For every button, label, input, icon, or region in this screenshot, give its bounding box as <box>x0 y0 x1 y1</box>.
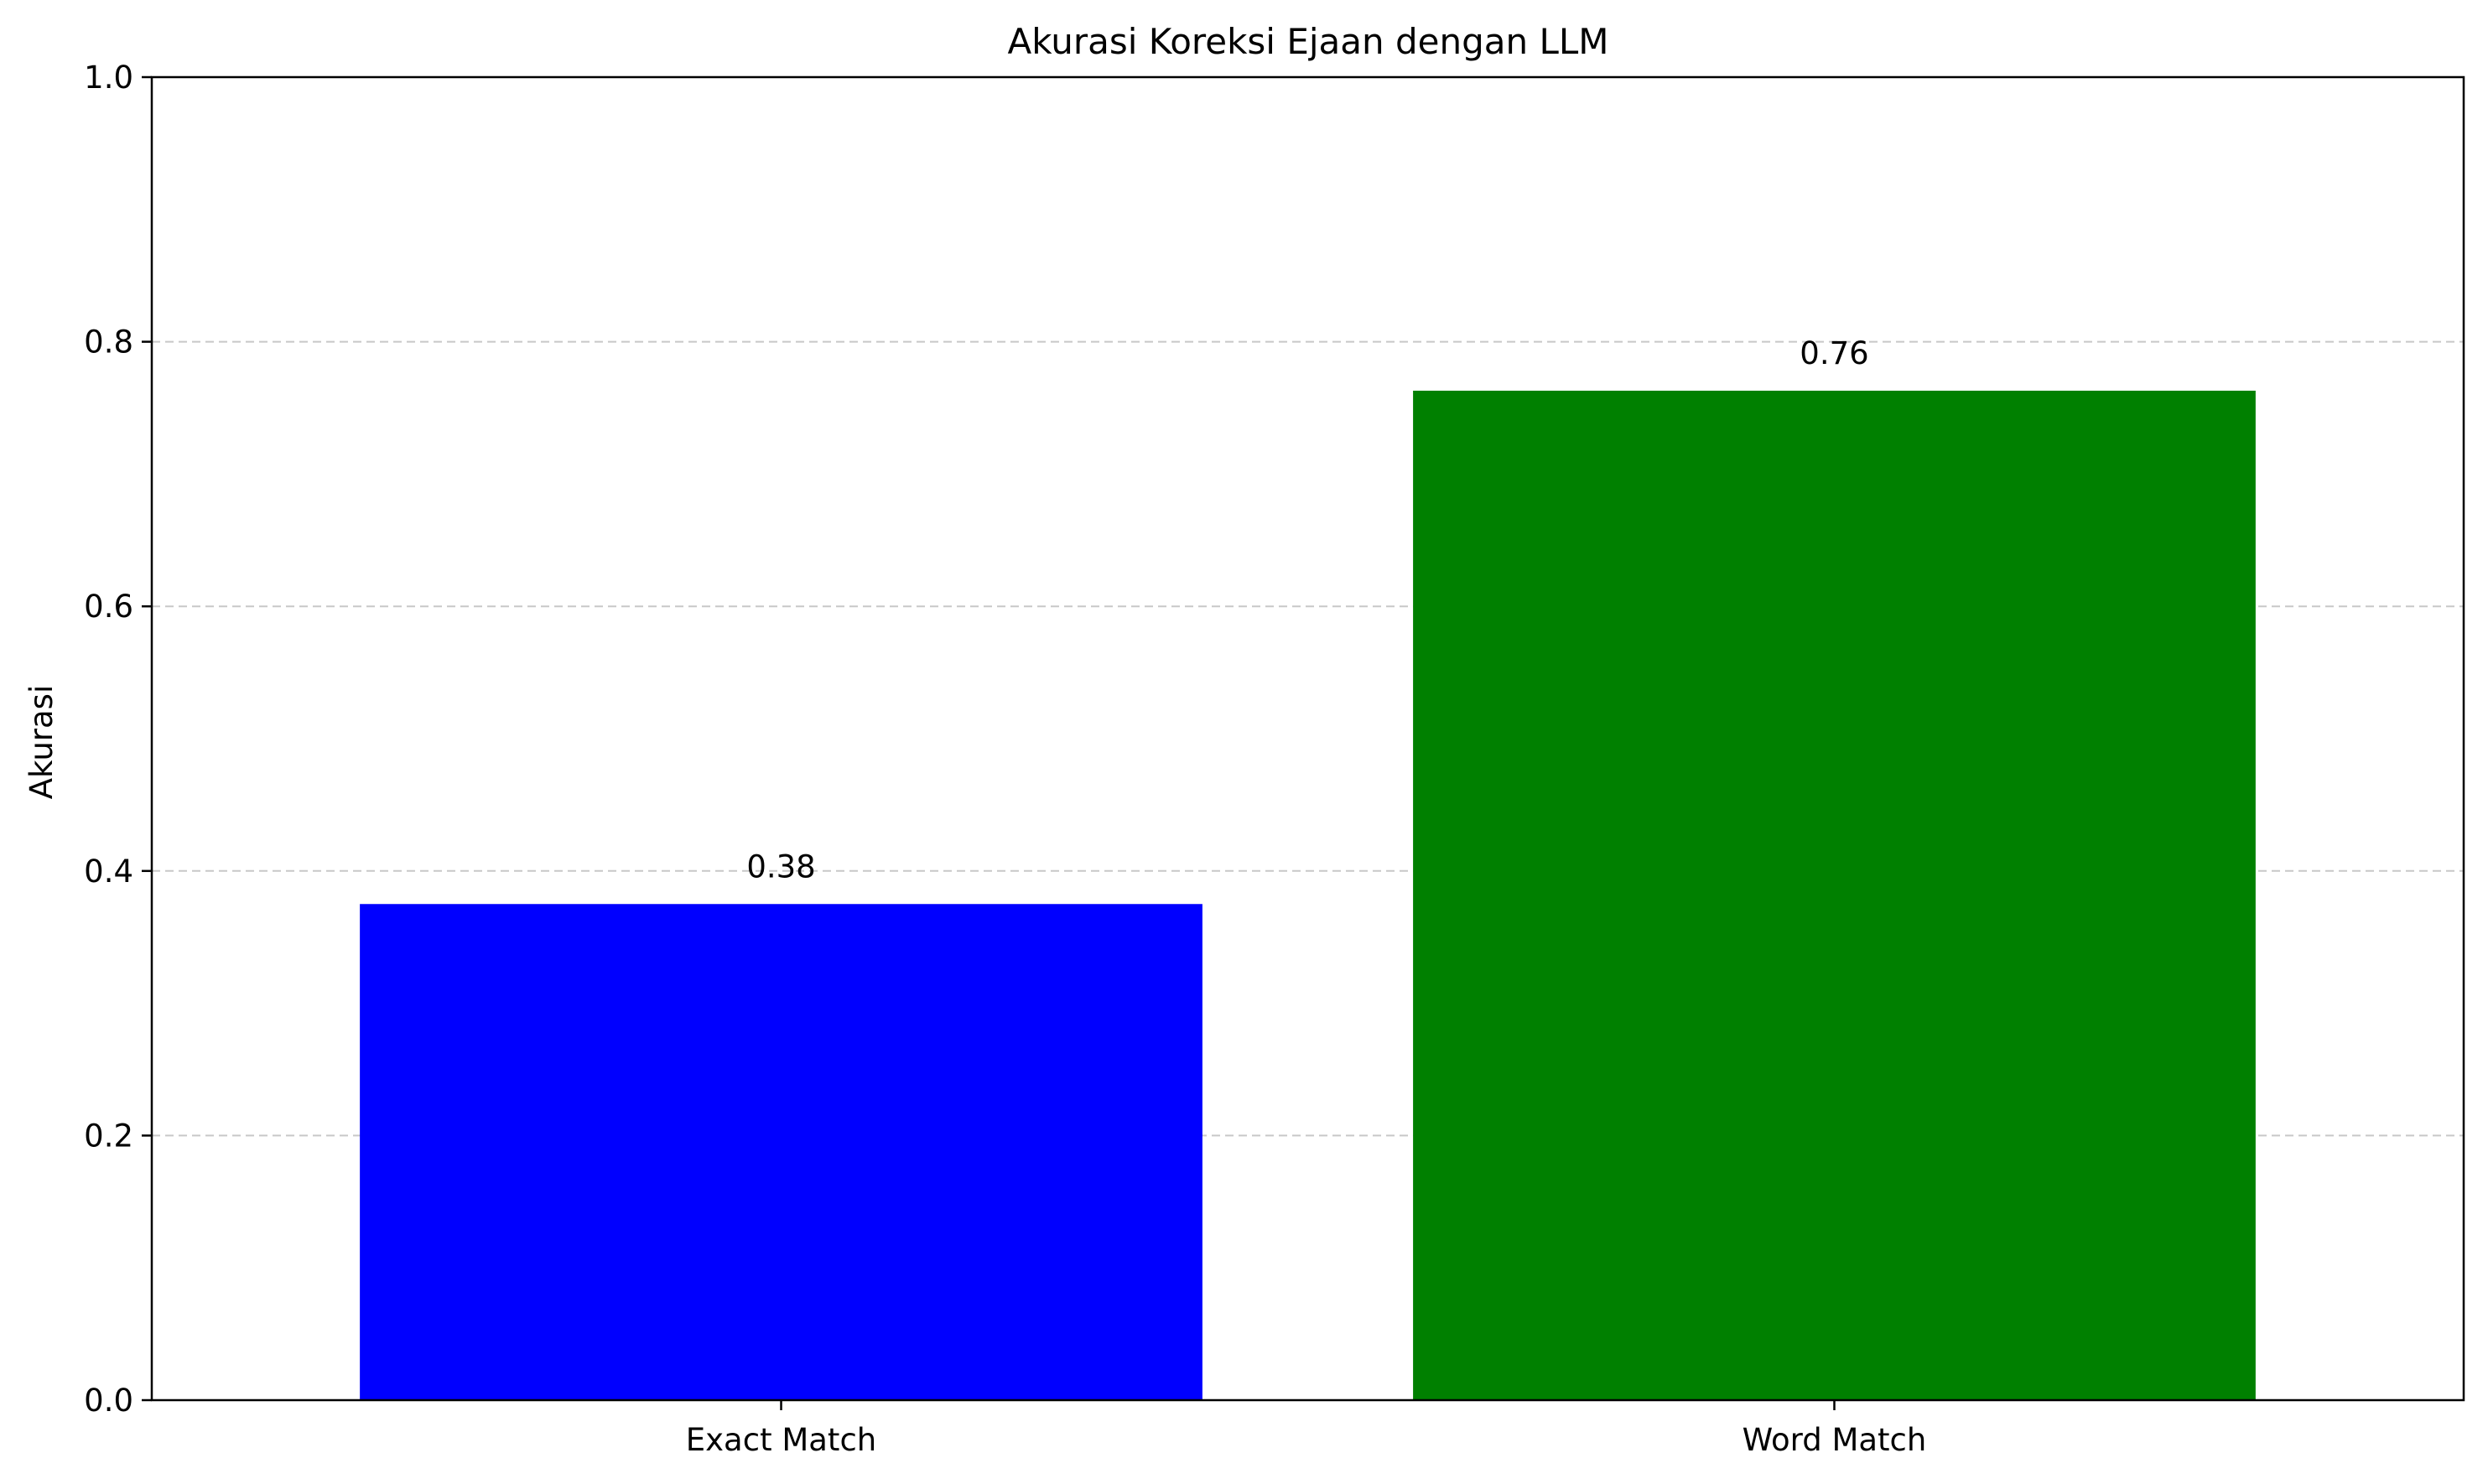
y-tick-label: 1.0 <box>84 60 133 96</box>
bar-value-label: 0.38 <box>746 848 815 885</box>
bar-value-label: 0.76 <box>1800 335 1868 371</box>
y-tick-label: 0.6 <box>84 589 133 625</box>
bar-word-match <box>1413 390 2256 1401</box>
x-axis-ticks: Exact Match Word Match <box>686 1400 1927 1458</box>
x-tick-label: Word Match <box>1743 1422 1927 1458</box>
bars <box>360 390 2256 1401</box>
bar-exact-match <box>360 904 1202 1400</box>
y-axis-ticks: 0.0 0.2 0.4 0.6 0.8 1.0 <box>84 60 152 1419</box>
y-tick-label: 0.8 <box>84 324 133 361</box>
plot-frame <box>150 75 2465 1402</box>
y-tick-label: 0.2 <box>84 1118 133 1154</box>
y-tick-label: 0.4 <box>84 854 133 890</box>
chart-title: Akurasi Koreksi Ejaan dengan LLM <box>1007 21 1608 62</box>
x-tick-label: Exact Match <box>686 1422 876 1458</box>
y-axis-label: Akurasi <box>23 685 60 800</box>
value-labels: 0.38 0.76 <box>746 335 1868 885</box>
y-tick-label: 0.0 <box>84 1383 133 1419</box>
